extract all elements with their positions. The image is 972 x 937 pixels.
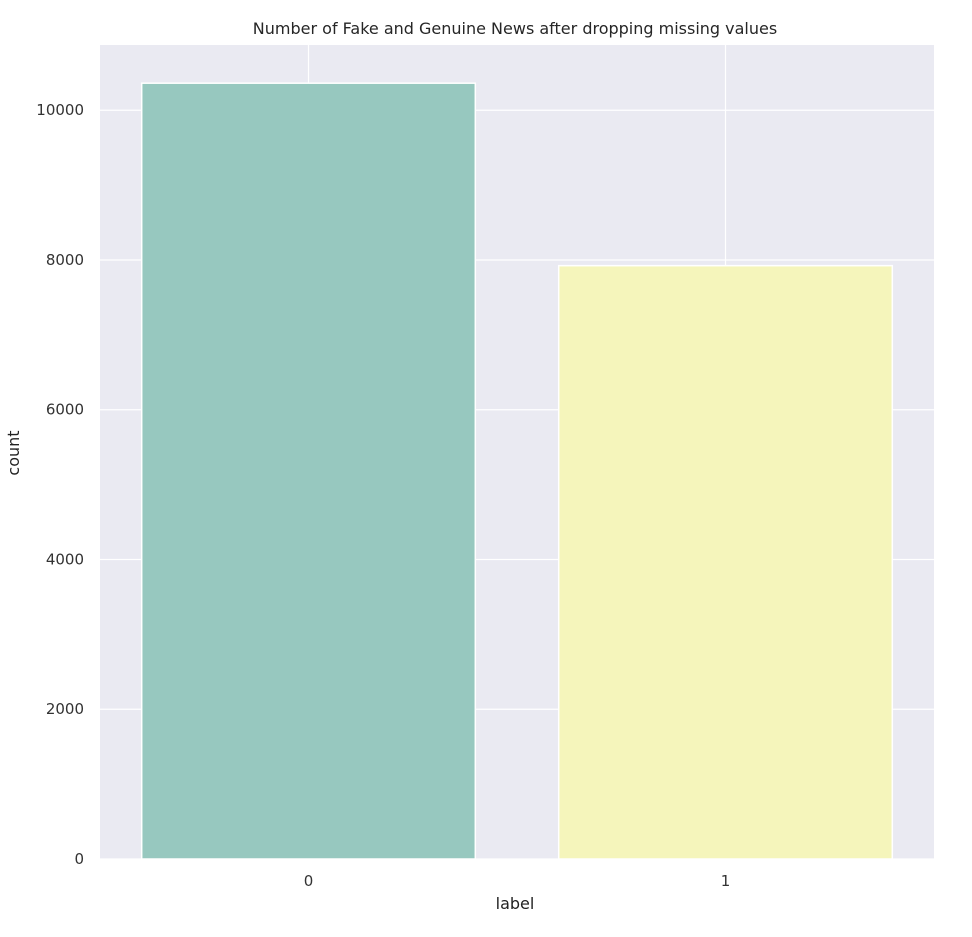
bar-0 [140, 82, 477, 860]
x-axis-label: label [496, 894, 535, 913]
y-tick-label: 0 [74, 850, 84, 868]
chart-title: Number of Fake and Genuine News after dr… [253, 19, 777, 38]
bar-1 [557, 264, 894, 860]
x-tick-label: 1 [721, 872, 731, 890]
y-tick-label: 2000 [46, 700, 84, 718]
bars [140, 82, 894, 860]
y-tick-label: 10000 [36, 101, 84, 119]
y-tick-label: 6000 [46, 401, 84, 419]
x-tick-label: 0 [304, 872, 314, 890]
y-tick-label: 8000 [46, 251, 84, 269]
y-tick-labels: 0 2000 4000 6000 8000 10000 [36, 101, 84, 868]
y-axis-label: count [4, 430, 23, 475]
y-tick-label: 4000 [46, 550, 84, 568]
